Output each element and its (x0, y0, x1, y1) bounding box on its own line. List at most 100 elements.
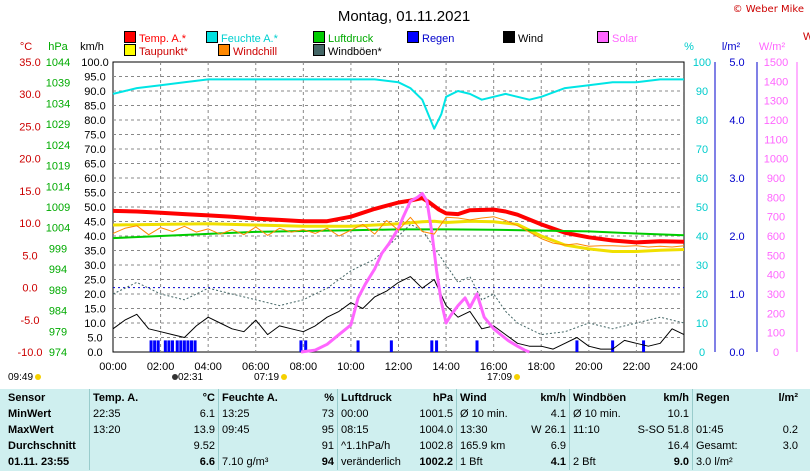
stats-cell: 1001.5 (419, 408, 453, 420)
rain-bar (153, 340, 157, 352)
rain-bar (475, 340, 479, 352)
stats-row-avg: Durchschnitt 9.52 91 ^1.1hPa/h 1002.8 16… (0, 438, 801, 454)
stats-cell: 08:15 (337, 422, 414, 438)
stats-row-max: MaxWert 13:20 13.9 09:45 95 08:15 1004.0… (0, 422, 801, 438)
rain-bar (304, 340, 308, 352)
legend-label: Luftdruck (328, 33, 374, 45)
rain-bar (575, 340, 579, 352)
sun-mark-label: 07:19 (254, 372, 280, 383)
unit-hpa: hPa (48, 41, 68, 53)
y-tick-label-solar-wm2: 0 (773, 347, 779, 359)
stats-row-current: 01.11. 23:55 6.6 7.10 g/m³ 94 veränderli… (0, 454, 801, 470)
y-tick-label-temp-c: 15.0 (19, 186, 40, 198)
rain-bar (430, 340, 434, 352)
stats-cell (759, 454, 801, 470)
stats-cell: S-SO 51.8 (637, 424, 689, 436)
y-tick-label-solar-wm2: 100 (767, 328, 785, 340)
stats-header: Temp. A. (89, 389, 166, 406)
y-tick-label-humidity-pct: 0 (699, 347, 705, 359)
y-tick-label-humidity-pct: 90 (696, 86, 708, 98)
series-taupunkt (112, 219, 685, 253)
unit-pct: % (684, 41, 694, 53)
series-layer (112, 78, 685, 354)
stats-cell: 22:35 (89, 406, 166, 422)
y-tick-label-temp-c: 0.0 (22, 283, 37, 295)
stats-header: Windböen (569, 389, 630, 406)
stats-cell: W 26.1 (531, 424, 566, 436)
sun-dot-icon (35, 374, 42, 380)
legend-humidity: Feuchte A.* (206, 31, 278, 45)
y-tick-label-pressure-hpa: 999 (49, 243, 67, 255)
y-tick-label-temp-c: 25.0 (19, 121, 40, 133)
y-tick-label-pressure-hpa: 1034 (46, 98, 70, 110)
stats-cell: 1002.8 (419, 440, 453, 452)
y-tick-label-wind-kmh: 65.0 (84, 159, 105, 171)
sunrise-dot-icon (281, 374, 288, 380)
unit-kmh: km/h (80, 41, 104, 53)
stats-cell: 1004.0 (419, 424, 453, 436)
y-tick-label-pressure-hpa: 994 (49, 264, 67, 276)
stats-cell: 165.9 km (456, 438, 517, 454)
stats-cell: 7.10 g/m³ (218, 454, 295, 470)
y-tick-label-temp-c: -10.0 (17, 347, 42, 359)
y-tick-label-wind-kmh: 95.0 (84, 72, 105, 84)
stats-header: Luftdruck (337, 389, 414, 406)
y-tick-label-humidity-pct: 40 (696, 231, 708, 243)
stats-cell: 13:30 (456, 422, 517, 438)
series-feuchte-a (112, 78, 684, 130)
y-tick-label-pressure-hpa: 1019 (46, 161, 70, 173)
legend-label: Taupunkt* (139, 46, 188, 58)
y-tick-label-pressure-hpa: 1024 (46, 140, 70, 152)
y-tick-label-solar-wm2: 900 (767, 173, 785, 185)
series-solar (300, 192, 530, 354)
legend-swatch (313, 44, 325, 56)
stats-cell: 9.0 (673, 456, 689, 468)
stats-header: Wind (456, 389, 517, 406)
x-tick-label: 06:00 (242, 361, 270, 373)
y-tick-label-solar-wm2: 500 (767, 250, 785, 262)
y-tick-label-solar-wm2: 300 (767, 289, 785, 301)
y-tick-label-temp-c: -5.0 (21, 315, 40, 327)
y-tick-label-humidity-pct: 100 (693, 57, 711, 69)
sun-mark-2: 02:31 (170, 372, 203, 383)
rain-bar (179, 340, 183, 352)
y-tick-label-solar-wm2: 1200 (764, 115, 788, 127)
sun-mark-4: 17:09 (487, 372, 521, 383)
stats-cell: 16.4 (667, 440, 689, 452)
stats-cell: ^1.1hPa/h (337, 438, 414, 454)
copyright: © Weber Mike (732, 4, 804, 15)
legend-swatch (503, 31, 515, 43)
y-tick-label-pressure-hpa: 1039 (46, 78, 70, 90)
y-tick-label-solar-wm2: 1000 (764, 154, 788, 166)
y-tick-label-wind-kmh: 35.0 (84, 246, 105, 258)
y-tick-label-rain-lm2: 5.0 (729, 57, 744, 69)
y-tick-label-wind-kmh: 60.0 (84, 173, 105, 185)
axes-layer: 35.0 30.0 25.0 20.0 15.0 10.0 5.0 0.0 -5.0 -10.0 1… (17, 57, 798, 373)
rain-bar (186, 340, 190, 352)
stats-cell: veränderlich (337, 454, 414, 470)
y-tick-label-pressure-hpa: 979 (49, 326, 67, 338)
stats-header: °C (202, 391, 215, 404)
y-tick-label-humidity-pct: 70 (696, 144, 708, 156)
sun-mark-label: 09:49 (8, 372, 34, 383)
stats-cell: 3.0 l/m² (692, 454, 759, 470)
unit-temp: °C (20, 41, 32, 53)
rain-bar (170, 340, 174, 352)
unit-lm2: l/m² (722, 41, 741, 53)
y-tick-label-temp-c: 30.0 (19, 89, 40, 101)
legend-swatch (597, 31, 609, 43)
rain-bar (389, 340, 393, 352)
stats-cell (89, 438, 166, 454)
x-tick-label: 10:00 (337, 361, 365, 373)
stats-label: 01.11. 23:55 (8, 456, 70, 468)
stats-cell: 11:10 (569, 422, 630, 438)
grid (113, 62, 684, 352)
legend-label: Temp. A.* (139, 33, 187, 45)
legend-rain: Regen (407, 31, 454, 45)
stats-cell: 01:45 (692, 422, 759, 438)
rain-bar (163, 340, 167, 352)
sun-mark-3: 07:19 (254, 372, 288, 383)
y-tick-label-wind-kmh: 20.0 (84, 289, 105, 301)
stats-cell (692, 406, 759, 422)
legend-label: Wind (518, 33, 544, 45)
